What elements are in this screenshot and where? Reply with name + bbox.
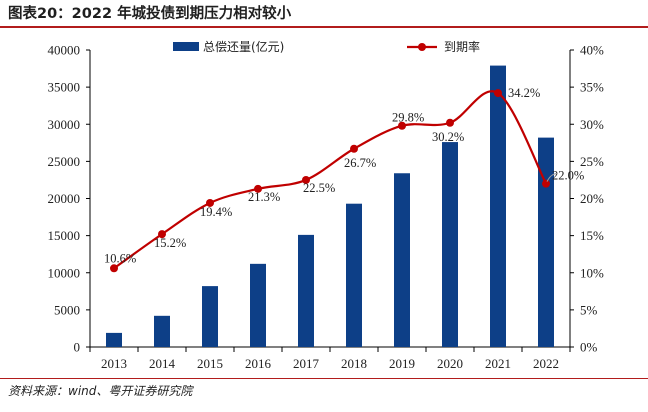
rate-label-2021: 34.2% — [508, 86, 540, 100]
rate-point-2022 — [542, 179, 550, 188]
rate-label-2022: 22.0% — [552, 169, 584, 183]
right-tick-label: 15% — [580, 228, 604, 243]
bar-2013 — [106, 332, 122, 347]
x-tick-label: 2016 — [245, 356, 272, 371]
rate-label-2018: 26.7% — [344, 156, 376, 170]
x-tick-label: 2018 — [341, 356, 367, 371]
left-tick-label: 0 — [74, 340, 81, 355]
left-tick-label: 10000 — [48, 265, 81, 280]
rate-label-leader — [546, 173, 558, 182]
x-tick-label: 2019 — [389, 356, 415, 371]
legend-line-label: 到期率 — [444, 39, 480, 54]
x-tick-label: 2021 — [485, 356, 511, 371]
rate-label-2017: 22.5% — [303, 181, 335, 195]
rate-line — [113, 90, 547, 270]
chart-title: 图表20：2022 年城投债到期压力相对较小 — [8, 6, 292, 22]
rate-point-2013 — [110, 264, 118, 273]
title-rule — [0, 26, 648, 28]
bar-2016 — [250, 263, 266, 347]
rate-point-2015 — [206, 198, 214, 207]
left-tick-label: 15000 — [48, 228, 81, 243]
right-tick-label: 40% — [580, 43, 604, 58]
rate-point-2014 — [158, 230, 166, 239]
left-tick-label: 30000 — [48, 117, 81, 132]
bar-2018 — [346, 203, 362, 347]
legend-bar-label: 总偿还量(亿元) — [203, 39, 284, 54]
left-tick-label: 20000 — [48, 191, 81, 206]
bar-2015 — [202, 286, 218, 347]
x-tick-label: 2015 — [197, 356, 223, 371]
x-tick-label: 2017 — [293, 356, 320, 371]
right-tick-label: 35% — [580, 80, 604, 95]
rate-point-2021 — [494, 89, 502, 98]
right-tick-label: 0% — [580, 340, 598, 355]
rate-label-2015: 19.4% — [200, 205, 232, 219]
right-tick-label: 30% — [580, 117, 604, 132]
bar-2019 — [394, 173, 410, 347]
rate-point-2019 — [398, 121, 406, 130]
rate-point-2016 — [254, 184, 262, 193]
right-tick-label: 5% — [580, 302, 598, 317]
bar-2014 — [154, 315, 170, 347]
rate-point-2018 — [350, 144, 358, 153]
right-tick-label: 25% — [580, 154, 604, 169]
x-tick-label: 2020 — [437, 356, 463, 371]
legend-line-marker — [418, 43, 426, 51]
source-note: 资料来源：wind、粤开证券研究院 — [8, 384, 193, 398]
x-tick-label: 2022 — [533, 356, 559, 371]
rate-point-2020 — [446, 118, 454, 127]
rate-label-2019: 29.8% — [392, 111, 424, 125]
bar-2017 — [298, 234, 314, 347]
right-tick-label: 20% — [580, 191, 604, 206]
bar-2022 — [538, 137, 554, 347]
chart: 0 5000 10000 15000 20000 25000 30000 35000 40000… — [48, 39, 605, 371]
left-tick-label: 35000 — [48, 80, 81, 95]
footer-rule — [0, 378, 648, 379]
bar-2021 — [490, 65, 506, 347]
left-tick-label: 40000 — [48, 43, 81, 58]
rate-label-2020: 30.2% — [432, 130, 464, 144]
x-tick-label: 2013 — [101, 356, 127, 371]
right-tick-label: 10% — [580, 265, 604, 280]
rate-label-2014: 15.2% — [154, 236, 186, 250]
rate-label-2013: 10.6% — [104, 251, 136, 265]
bar-2020 — [442, 142, 458, 347]
legend-bar-swatch — [173, 42, 199, 51]
left-tick-label: 25000 — [48, 154, 81, 169]
rate-point-2017 — [302, 175, 310, 184]
rate-label-2016: 21.3% — [248, 190, 280, 204]
x-tick-label: 2014 — [149, 356, 176, 371]
left-tick-label: 5000 — [54, 302, 80, 317]
